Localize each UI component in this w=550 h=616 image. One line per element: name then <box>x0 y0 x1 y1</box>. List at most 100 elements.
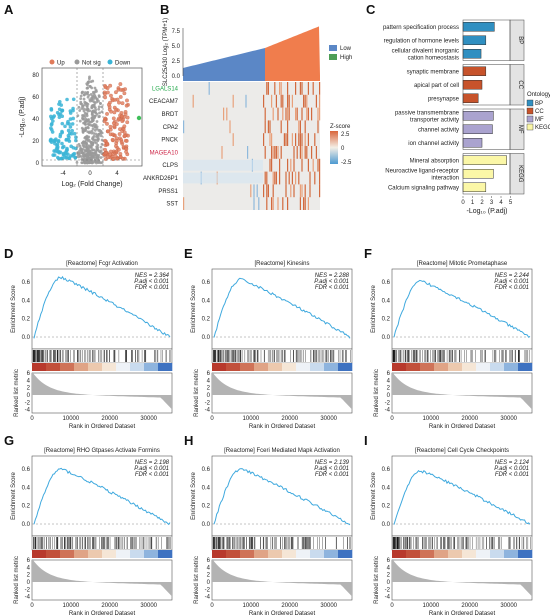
heatmap-cell <box>285 184 287 198</box>
heatmap-cell <box>271 133 273 146</box>
volcano-point <box>114 90 118 95</box>
heatmap-cell <box>264 107 266 121</box>
heatmap-cell <box>232 133 234 146</box>
volcano-point <box>118 151 123 156</box>
volcano-point <box>122 91 127 96</box>
gsea-xtick: 10000 <box>243 603 260 609</box>
heatmap-top-ytick: 7.5 <box>172 29 181 35</box>
volcano-point <box>88 145 92 149</box>
expression-heatmap: SLC25A30 Log₂ (TPM+1) 0.0 2.5 5.0 7.5 LG… <box>143 18 352 210</box>
gsea-xtick: 20000 <box>461 416 478 422</box>
gsea-xtick: 10000 <box>63 603 80 609</box>
enrichment-term: passive transmembrane <box>395 110 460 116</box>
rank-color-cell <box>338 550 353 558</box>
gsea-xlabel: Rank in Ordered Dataset <box>249 424 316 430</box>
volcano-point <box>79 148 83 152</box>
heatmap-cell <box>279 171 281 185</box>
gene-label: ANKRD26P1 <box>143 176 179 182</box>
volcano-point <box>48 139 53 143</box>
volcano-point <box>68 117 73 121</box>
rank-color-cell <box>32 550 47 558</box>
volcano-point <box>60 129 64 134</box>
es-ytick: 0.0 <box>382 335 391 341</box>
volcano-point <box>93 125 97 128</box>
heatmap-cell <box>293 146 295 159</box>
volcano-point <box>91 127 95 131</box>
heatmap-cell <box>253 184 255 198</box>
heatmap-cell <box>271 197 273 210</box>
heatmap-cell <box>306 107 308 121</box>
gene-label: PRSS1 <box>158 189 178 195</box>
rm-ytick: 6 <box>387 371 391 377</box>
volcano-point <box>72 151 77 156</box>
heatmap-cell <box>267 120 269 134</box>
enrichment-bar <box>462 80 483 90</box>
rank-color-cell <box>158 550 173 558</box>
heatmap-cell <box>280 120 282 134</box>
enrichment-term: interaction <box>431 175 459 181</box>
heatmap-cell <box>301 82 303 95</box>
volcano-plot: Up Not sig Down -4 0 4 0 20 40 60 80 Log… <box>19 59 143 188</box>
heatmap-cell <box>272 146 274 159</box>
rank-color-cell <box>420 550 435 558</box>
gsea-nes: NES = 2.198 <box>135 460 170 466</box>
volcano-point <box>56 138 61 143</box>
rank-color-cell <box>144 363 159 371</box>
gene-label: BRDT <box>162 112 179 118</box>
rm-ytick: 0 <box>27 393 31 399</box>
panel-label-g: G <box>4 433 14 448</box>
gsea-xtick: 10000 <box>423 416 440 422</box>
enrichment-term: regulation of hormone levels <box>384 38 459 44</box>
heatmap-cell <box>283 133 285 146</box>
volcano-point <box>91 148 95 152</box>
volcano-point <box>55 142 60 147</box>
es-ylabel: Enrichment Score <box>191 471 197 519</box>
volcano-point <box>124 103 129 108</box>
group-bar-low <box>183 76 320 81</box>
hit-frame <box>391 535 533 551</box>
volcano-point <box>93 128 97 132</box>
rm-ytick: -4 <box>25 595 31 601</box>
heatmap-cells <box>183 82 321 210</box>
heatmap-cell <box>299 146 301 159</box>
volcano-point <box>136 115 142 121</box>
heatmap-cell <box>272 197 274 210</box>
rank-color-cell <box>158 363 173 371</box>
legend-low-swatch <box>329 45 337 51</box>
heatmap-top-ylabel: SLC25A30 Log₂ (TPM+1) <box>163 18 169 86</box>
es-ylabel: Enrichment Score <box>11 284 17 332</box>
volcano-point <box>80 141 84 145</box>
gsea-panel-h: [Reactome] Fceri Mediated Mapk Activatio… <box>191 448 353 616</box>
volcano-point <box>118 95 123 99</box>
heatmap-cell <box>272 184 274 198</box>
volcano-point <box>91 143 94 147</box>
es-ytick: 0.6 <box>382 467 391 473</box>
heatmap-cell <box>295 82 297 95</box>
ontology-legend-swatch <box>526 99 534 107</box>
enrichment-xlabel: -Log₁₀ (P.adj) <box>467 208 508 215</box>
enrichment-bar <box>462 138 483 148</box>
enrichment-bar <box>462 169 494 179</box>
gsea-xtick: 20000 <box>101 603 118 609</box>
heatmap-cell <box>319 184 321 198</box>
rank-color-cell <box>32 363 47 371</box>
volcano-ytick: 20 <box>32 139 39 145</box>
gsea-xtick: 0 <box>30 416 34 422</box>
rank-color-cell <box>46 363 61 371</box>
volcano-point <box>83 158 86 161</box>
volcano-point <box>97 149 100 152</box>
volcano-point <box>85 105 89 108</box>
enrichment-bar <box>462 22 495 32</box>
volcano-point <box>96 139 100 142</box>
volcano-point <box>75 161 79 164</box>
heatmap-cell <box>287 158 289 172</box>
heatmap-cell <box>280 146 282 159</box>
volcano-point <box>111 116 116 121</box>
volcano-point <box>126 133 130 138</box>
gsea-xtick: 0 <box>210 416 214 422</box>
gene-label: CPA2 <box>163 125 179 131</box>
volcano-point <box>90 113 94 116</box>
volcano-point <box>80 158 84 162</box>
volcano-point <box>69 132 74 136</box>
rm-ytick: 4 <box>27 565 31 571</box>
